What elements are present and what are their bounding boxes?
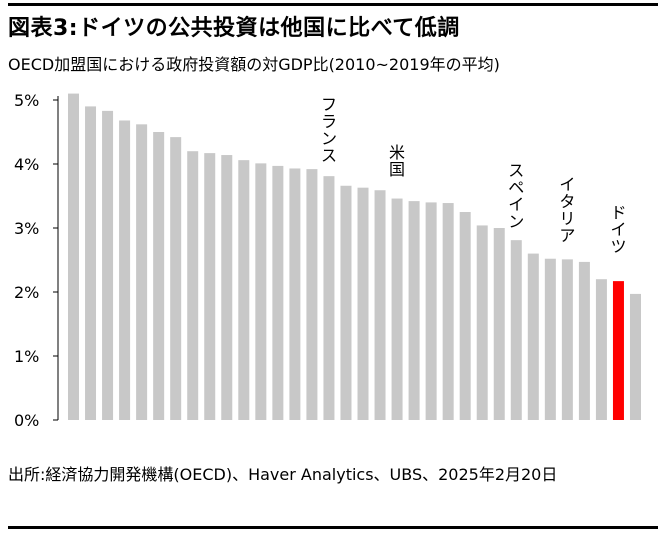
country-label: 米国 — [389, 143, 405, 179]
bar — [102, 110, 114, 420]
source-note: 出所:経済協力開発機構(OECD)、Haver Analytics、UBS、20… — [8, 465, 558, 484]
bar — [289, 168, 301, 420]
country-label: フランス — [321, 95, 337, 165]
bar — [408, 201, 420, 420]
bar — [136, 124, 148, 420]
bar — [561, 259, 573, 420]
bar — [85, 106, 97, 421]
bar-chart: 0% 1% 2% 3% 4% 5% フランス米国スペイン イタリア ドイツ — [14, 91, 641, 430]
bar — [187, 151, 199, 420]
bar — [459, 212, 471, 420]
bar — [425, 202, 437, 420]
bottom-rule — [8, 526, 658, 529]
bar — [391, 198, 403, 420]
bar — [119, 120, 131, 421]
bar — [204, 153, 216, 420]
bar — [510, 240, 522, 420]
bar — [255, 163, 267, 421]
bar — [68, 93, 79, 420]
bar — [578, 261, 590, 420]
bar — [357, 187, 369, 420]
bar — [527, 253, 539, 420]
bar — [323, 176, 335, 420]
chart-subtitle: OECD加盟国における政府投資額の対GDP比(2010~2019年の平均) — [8, 55, 500, 74]
bar — [595, 279, 607, 420]
country-label: ドイツ — [610, 203, 626, 256]
y-tick-label: 5% — [14, 91, 39, 110]
bar — [442, 203, 454, 420]
chart-title: 図表3:ドイツの公共投資は他国に比べて低調 — [8, 16, 460, 41]
bar — [544, 258, 556, 420]
bar — [221, 155, 233, 420]
bar — [629, 293, 641, 420]
country-label: スペイン — [508, 161, 524, 231]
y-tick-label: 3% — [14, 219, 39, 238]
y-tick-label: 0% — [14, 411, 39, 430]
top-rule — [8, 3, 658, 6]
country-label: イタリア — [559, 175, 575, 245]
bar — [476, 225, 488, 420]
bar — [238, 160, 250, 420]
bar — [306, 169, 318, 420]
bar — [153, 132, 165, 420]
bar — [374, 190, 386, 420]
bar — [493, 228, 505, 420]
y-tick-label: 4% — [14, 155, 39, 174]
bar — [272, 165, 284, 420]
bar — [170, 137, 182, 420]
bar — [340, 185, 352, 420]
y-tick-label: 1% — [14, 347, 39, 366]
y-tick-label: 2% — [14, 283, 39, 302]
bar-germany — [612, 281, 624, 420]
